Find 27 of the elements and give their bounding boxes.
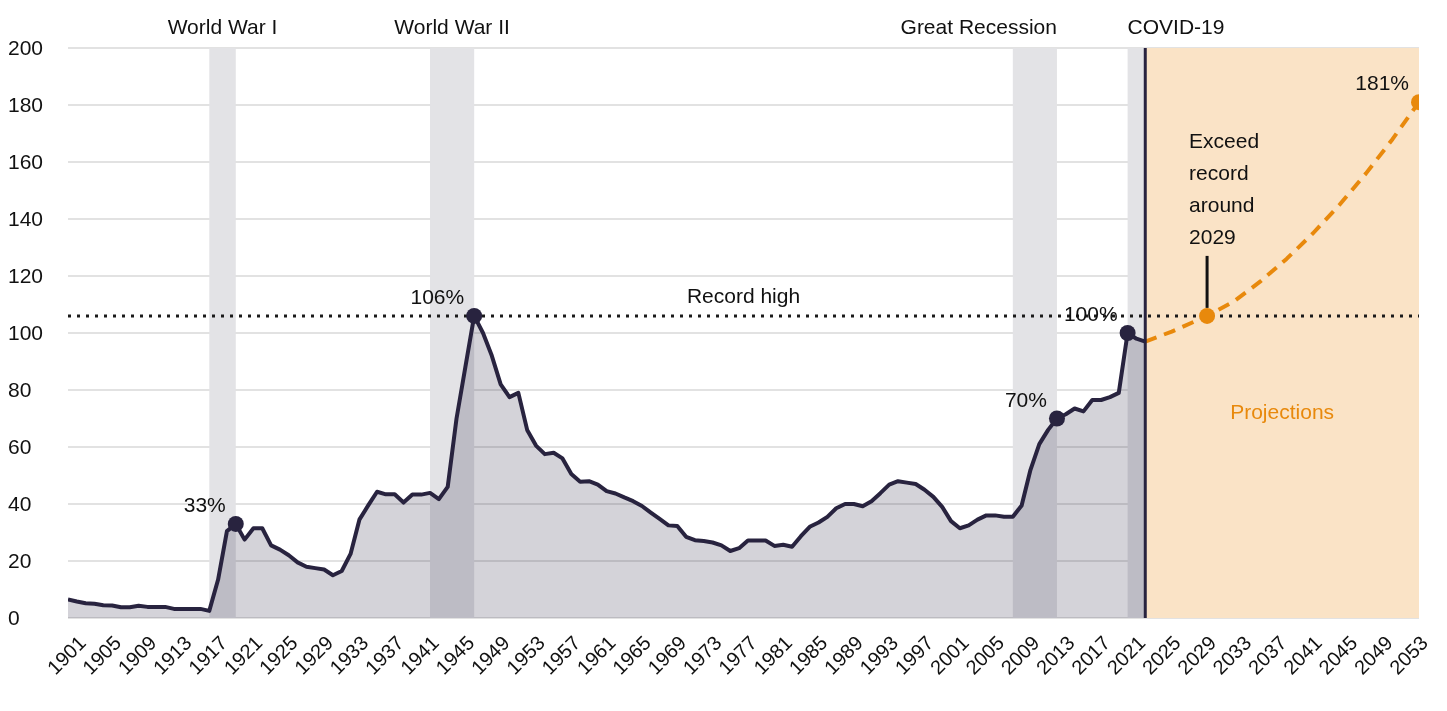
- band-label: World War I: [167, 15, 278, 38]
- y-tick-label: 0: [8, 606, 20, 630]
- y-tick-label: 40: [8, 492, 32, 516]
- point: [466, 307, 483, 324]
- y-tick-label: 80: [8, 378, 32, 402]
- data-label: 106%: [410, 284, 465, 308]
- y-tick-label: 180: [8, 93, 44, 117]
- y-tick-label: 20: [8, 549, 32, 573]
- band-label: Great Recession: [900, 15, 1057, 38]
- y-tick-label: 60: [8, 435, 32, 459]
- point: [227, 515, 244, 532]
- data-label: 100%: [1063, 302, 1118, 325]
- y-tick-label: 140: [8, 207, 44, 231]
- band-label: COVID-19: [1127, 15, 1225, 38]
- data-label: 70%: [1004, 387, 1047, 411]
- band-label: World War II: [394, 15, 510, 38]
- data-label: 181%: [1355, 71, 1409, 95]
- ref-line-label: Record high: [686, 283, 801, 307]
- point: [1119, 325, 1136, 341]
- data-label: 33%: [183, 492, 226, 516]
- y-tick-label: 120: [8, 264, 44, 288]
- y-tick-label: 100: [8, 321, 44, 345]
- y-tick-label: 160: [8, 150, 44, 174]
- y-tick-label: 200: [8, 36, 44, 60]
- annotation: Exceed record around 2029: [1189, 128, 1260, 248]
- band-label: Projections: [1230, 399, 1335, 423]
- point: [1048, 410, 1065, 427]
